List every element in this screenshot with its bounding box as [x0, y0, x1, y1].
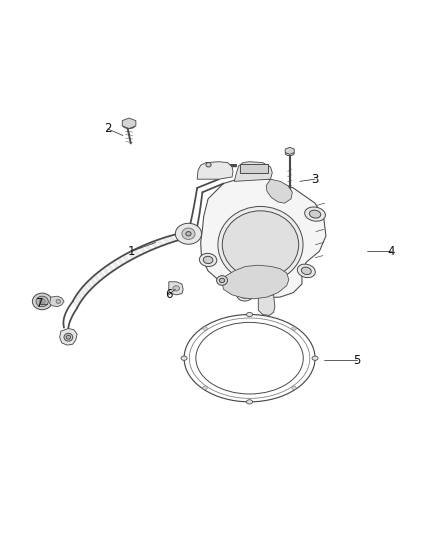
Ellipse shape [312, 356, 318, 360]
Polygon shape [49, 296, 64, 306]
Ellipse shape [305, 207, 325, 221]
Polygon shape [258, 295, 275, 316]
Polygon shape [180, 233, 189, 238]
Ellipse shape [247, 312, 253, 317]
Ellipse shape [32, 293, 52, 310]
Ellipse shape [203, 327, 207, 330]
Polygon shape [185, 231, 195, 237]
Ellipse shape [286, 151, 294, 156]
Polygon shape [86, 281, 92, 289]
Polygon shape [122, 255, 130, 262]
Polygon shape [77, 292, 83, 301]
Text: 1: 1 [128, 245, 135, 258]
Text: 3: 3 [311, 173, 319, 185]
Polygon shape [112, 261, 119, 269]
Ellipse shape [203, 386, 207, 390]
Polygon shape [173, 234, 183, 240]
Polygon shape [127, 252, 135, 259]
Ellipse shape [292, 327, 296, 330]
Polygon shape [222, 265, 289, 299]
Ellipse shape [237, 289, 254, 301]
Ellipse shape [292, 386, 296, 390]
Ellipse shape [219, 278, 225, 282]
Ellipse shape [36, 296, 48, 306]
Ellipse shape [175, 223, 201, 244]
Polygon shape [156, 239, 164, 246]
Polygon shape [201, 177, 326, 298]
Polygon shape [162, 238, 170, 244]
Polygon shape [90, 278, 96, 286]
Polygon shape [150, 241, 158, 248]
Polygon shape [197, 161, 233, 179]
Ellipse shape [199, 253, 217, 266]
Ellipse shape [222, 211, 299, 279]
Text: 4: 4 [388, 245, 395, 258]
Ellipse shape [301, 267, 311, 274]
Polygon shape [285, 147, 294, 154]
Ellipse shape [206, 163, 211, 167]
Text: 7: 7 [36, 297, 44, 310]
Polygon shape [168, 236, 177, 242]
Ellipse shape [173, 286, 180, 291]
Ellipse shape [309, 210, 321, 218]
Ellipse shape [64, 333, 73, 341]
Polygon shape [94, 274, 100, 282]
Polygon shape [234, 161, 272, 181]
Polygon shape [138, 246, 146, 254]
Ellipse shape [217, 276, 227, 285]
Polygon shape [169, 282, 183, 295]
Ellipse shape [240, 292, 250, 298]
Bar [240, 164, 268, 173]
Polygon shape [73, 300, 78, 308]
Ellipse shape [181, 356, 187, 360]
Polygon shape [102, 267, 110, 275]
Polygon shape [144, 244, 152, 251]
Polygon shape [266, 179, 292, 203]
Ellipse shape [218, 206, 303, 283]
Text: 6: 6 [165, 288, 173, 301]
Ellipse shape [297, 264, 315, 278]
Text: 5: 5 [353, 354, 360, 367]
Polygon shape [133, 249, 141, 256]
Ellipse shape [182, 228, 195, 239]
Ellipse shape [39, 299, 45, 304]
Ellipse shape [203, 256, 213, 263]
Polygon shape [80, 288, 86, 297]
Ellipse shape [247, 400, 253, 404]
Ellipse shape [66, 335, 71, 339]
Polygon shape [122, 118, 136, 128]
Text: 2: 2 [104, 123, 111, 135]
Polygon shape [60, 328, 77, 345]
Polygon shape [107, 264, 114, 272]
Polygon shape [83, 285, 89, 293]
Ellipse shape [56, 300, 60, 303]
Ellipse shape [123, 123, 135, 128]
Polygon shape [75, 296, 80, 304]
Polygon shape [117, 257, 124, 265]
Polygon shape [98, 271, 105, 279]
Ellipse shape [186, 231, 191, 236]
